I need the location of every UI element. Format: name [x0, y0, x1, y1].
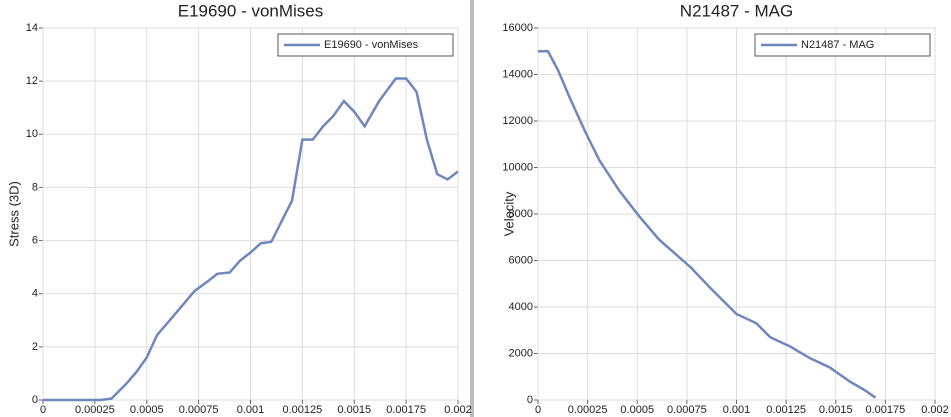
y-tick-label: 6000	[509, 254, 533, 266]
x-tick-label: 0.00175	[865, 404, 905, 416]
y-tick-label: 14000	[502, 68, 533, 80]
x-tick-label: 0.00075	[667, 404, 707, 416]
y-tick-label: 2	[32, 341, 38, 353]
legend-box	[277, 33, 454, 57]
legend-label: E19690 - vonMises	[324, 39, 419, 51]
x-tick-label: 0.00125	[282, 404, 322, 416]
y-tick-label: 12000	[502, 115, 533, 127]
x-tick-label: 0.0015	[819, 404, 853, 416]
y-tick-label: 4	[32, 288, 38, 300]
y-axis-label: Stress (3D)	[6, 181, 21, 247]
y-tick-label: 8000	[509, 208, 533, 220]
legend-box	[754, 33, 931, 57]
x-tick-label: 0.0015	[337, 404, 371, 416]
y-tick-label: 8	[32, 181, 38, 193]
x-tick-label: 0.00025	[568, 404, 608, 416]
x-tick-label: 0.001	[237, 404, 265, 416]
x-tick-label: 0.001	[723, 404, 751, 416]
x-tick-label: 0	[535, 404, 541, 416]
y-tick-label: 4000	[509, 301, 533, 313]
y-tick-label: 6	[32, 234, 38, 246]
y-axis-label: Velocity	[501, 191, 516, 236]
x-tick-label: 0.00025	[75, 404, 115, 416]
y-tick-label: 10	[26, 128, 38, 140]
y-tick-label: 0	[527, 394, 533, 406]
x-tick-label: 0.0005	[620, 404, 654, 416]
x-tick-label: 0	[40, 404, 46, 416]
x-tick-label: 0.002	[444, 404, 472, 416]
y-tick-label: 0	[32, 394, 38, 406]
legend-label: N21487 - MAG	[801, 39, 874, 51]
y-tick-label: 2000	[509, 347, 533, 359]
data-line	[538, 50, 877, 399]
x-tick-label: 0.00175	[386, 404, 426, 416]
chart-title: E19690 - vonMises	[178, 1, 324, 20]
x-tick-label: 0.00075	[179, 404, 219, 416]
data-line	[43, 77, 459, 402]
y-tick-label: 14	[26, 22, 38, 34]
chart-title: N21487 - MAG	[680, 1, 793, 20]
x-tick-label: 0.00125	[766, 404, 806, 416]
x-tick-label: 0.0005	[130, 404, 164, 416]
x-tick-label: 0.002	[921, 404, 949, 416]
y-tick-label: 10000	[502, 161, 533, 173]
y-tick-label: 16000	[502, 22, 533, 34]
y-tick-label: 12	[26, 75, 38, 87]
